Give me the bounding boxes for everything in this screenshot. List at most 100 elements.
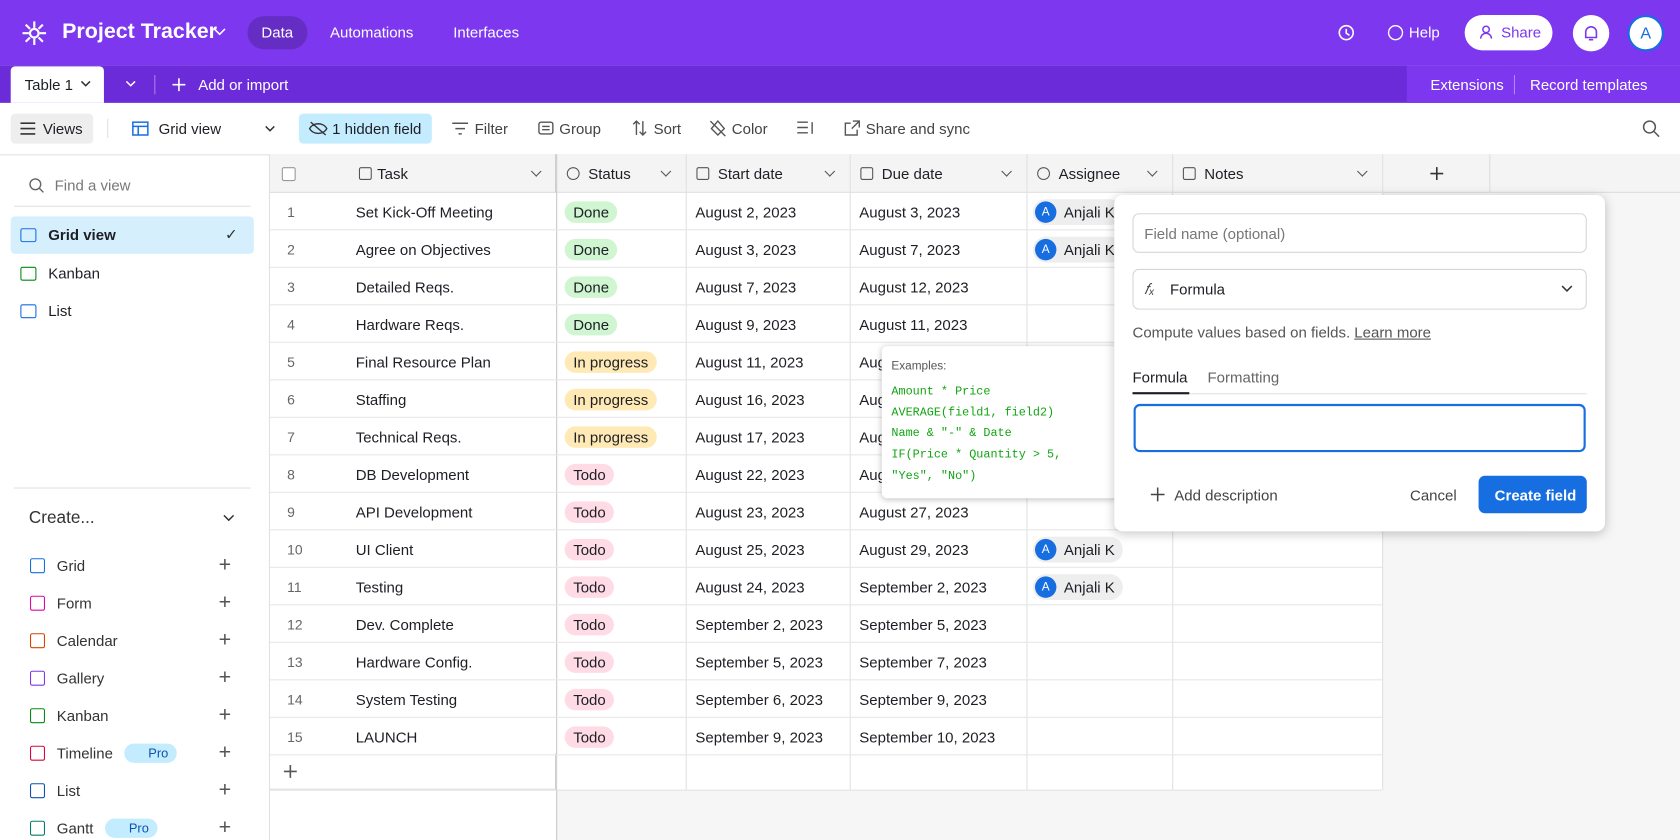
table-tab[interactable]: Table 1 (24, 76, 74, 94)
plus[interactable]: + (218, 665, 232, 690)
column-header[interactable]: Start date (717, 165, 783, 183)
view-search[interactable]: Find a view (54, 176, 131, 194)
due-date[interactable]: August 7, 2023 (859, 240, 961, 258)
row-height-icon[interactable] (797, 121, 814, 135)
column-header[interactable]: Status (588, 165, 631, 183)
task[interactable]: LAUNCH (355, 728, 418, 746)
field-type-select[interactable] (1132, 268, 1587, 310)
plus-icon[interactable] (283, 764, 298, 779)
task[interactable]: API Development (355, 503, 473, 521)
task[interactable]: Staffing (355, 390, 407, 408)
status[interactable]: Done (564, 275, 618, 298)
share-sync[interactable]: Share and sync (865, 120, 970, 138)
start-date[interactable]: August 2, 2023 (695, 203, 797, 221)
task[interactable]: Set Kick-Off Meeting (355, 203, 494, 221)
status[interactable]: Done (564, 200, 618, 223)
due-date[interactable]: Aug (859, 353, 886, 371)
grid-view[interactable]: Grid view (158, 120, 222, 138)
start-date[interactable]: September 2, 2023 (695, 615, 823, 633)
add-description[interactable]: Add description (1174, 486, 1278, 504)
selected-view-bg[interactable] (10, 216, 254, 254)
create-field[interactable]: Create field (1494, 486, 1577, 504)
start-date[interactable]: September 6, 2023 (695, 690, 823, 708)
hidden-field-bg[interactable] (298, 113, 432, 144)
status[interactable]: Done (564, 238, 618, 260)
task[interactable]: Hardware Reqs. (355, 315, 465, 333)
formula-input[interactable] (1133, 403, 1586, 453)
start-date[interactable]: August 3, 2023 (695, 240, 797, 258)
cancel[interactable]: Cancel (1410, 486, 1457, 504)
popup-tab[interactable]: Formatting (1207, 368, 1280, 386)
start-date[interactable]: August 9, 2023 (695, 315, 797, 333)
status[interactable]: Todo (564, 613, 615, 635)
create-item[interactable]: Kanban (56, 707, 109, 725)
history-icon[interactable] (1337, 24, 1355, 42)
share-button-bg[interactable] (1464, 15, 1553, 51)
avatar[interactable]: A (1627, 15, 1664, 52)
learn-more[interactable]: Learn more (1354, 323, 1431, 341)
task[interactable]: Technical Reqs. (355, 428, 462, 446)
start-date[interactable]: August 7, 2023 (695, 278, 797, 296)
status[interactable]: In progress (564, 388, 657, 410)
create-item[interactable]: List (56, 782, 81, 800)
due-date[interactable]: Aug (859, 465, 886, 483)
due-date[interactable]: September 7, 2023 (859, 653, 987, 671)
task[interactable]: Dev. Complete (355, 615, 454, 633)
due-date[interactable]: Aug (859, 390, 886, 408)
view-item[interactable]: Kanban (48, 264, 100, 282)
start-date[interactable]: August 25, 2023 (695, 540, 805, 558)
plus-icon[interactable] (1429, 166, 1444, 181)
create-item[interactable]: Gantt (56, 819, 94, 837)
color[interactable]: Color (731, 120, 768, 138)
due-date[interactable]: August 11, 2023 (859, 315, 968, 333)
due-date[interactable]: September 9, 2023 (859, 690, 987, 708)
create-item[interactable]: Grid (56, 557, 86, 575)
plus[interactable]: + (218, 703, 232, 727)
start-date[interactable]: August 17, 2023 (695, 428, 805, 446)
status[interactable]: Todo (564, 650, 615, 673)
status[interactable]: Done (564, 313, 618, 335)
nav-item[interactable]: Automations (330, 23, 414, 41)
task[interactable]: DB Development (355, 465, 470, 483)
start-date[interactable]: August 24, 2023 (695, 578, 805, 596)
task[interactable]: Agree on Objectives (355, 240, 491, 258)
field-type[interactable]: Formula (1170, 280, 1226, 298)
column-header[interactable]: Task (377, 165, 408, 183)
create-item[interactable]: Gallery (56, 669, 105, 687)
plus[interactable]: + (218, 628, 232, 652)
chevron[interactable] (265, 125, 276, 132)
nav-item[interactable]: Data (261, 23, 294, 41)
add-row-frozen[interactable] (270, 753, 557, 790)
assignee-name[interactable]: Anjali K (1063, 578, 1115, 596)
view-item[interactable]: Grid view (48, 226, 116, 244)
task[interactable]: Hardware Config. (355, 653, 473, 671)
filter[interactable]: Filter (474, 120, 508, 138)
field-name-input[interactable] (1132, 213, 1587, 253)
due-date[interactable]: August 12, 2023 (859, 278, 969, 296)
due-date[interactable]: September 2, 2023 (859, 578, 987, 596)
status[interactable]: Todo (564, 688, 615, 710)
due-date[interactable]: September 5, 2023 (859, 615, 987, 633)
status[interactable]: Todo (564, 725, 615, 748)
due-date[interactable]: August 27, 2023 (859, 503, 969, 521)
start-date[interactable]: August 11, 2023 (695, 353, 804, 371)
nav-item[interactable]: Interfaces (453, 23, 520, 41)
create-item[interactable]: Form (56, 594, 92, 612)
popup-tab[interactable]: Formula (1132, 368, 1188, 386)
share[interactable]: Share (1501, 23, 1542, 41)
start-date[interactable]: September 9, 2023 (695, 728, 823, 746)
status[interactable]: In progress (564, 350, 657, 373)
assignee-name[interactable]: Anjali K (1063, 240, 1115, 258)
extensions[interactable]: Extensions (1430, 76, 1504, 94)
chevron[interactable] (125, 80, 136, 88)
start-date[interactable]: August 16, 2023 (695, 390, 805, 408)
start-date[interactable]: August 23, 2023 (695, 503, 805, 521)
status[interactable]: Todo (564, 463, 615, 485)
assignee-name[interactable]: Anjali K (1063, 203, 1115, 221)
assignee-name[interactable]: Anjali K (1063, 540, 1115, 558)
due-date[interactable]: September 10, 2023 (859, 728, 996, 746)
start-date[interactable]: September 5, 2023 (695, 653, 823, 671)
notifications[interactable] (1572, 15, 1610, 52)
plus[interactable]: + (218, 553, 232, 577)
views[interactable]: Views (42, 120, 83, 138)
